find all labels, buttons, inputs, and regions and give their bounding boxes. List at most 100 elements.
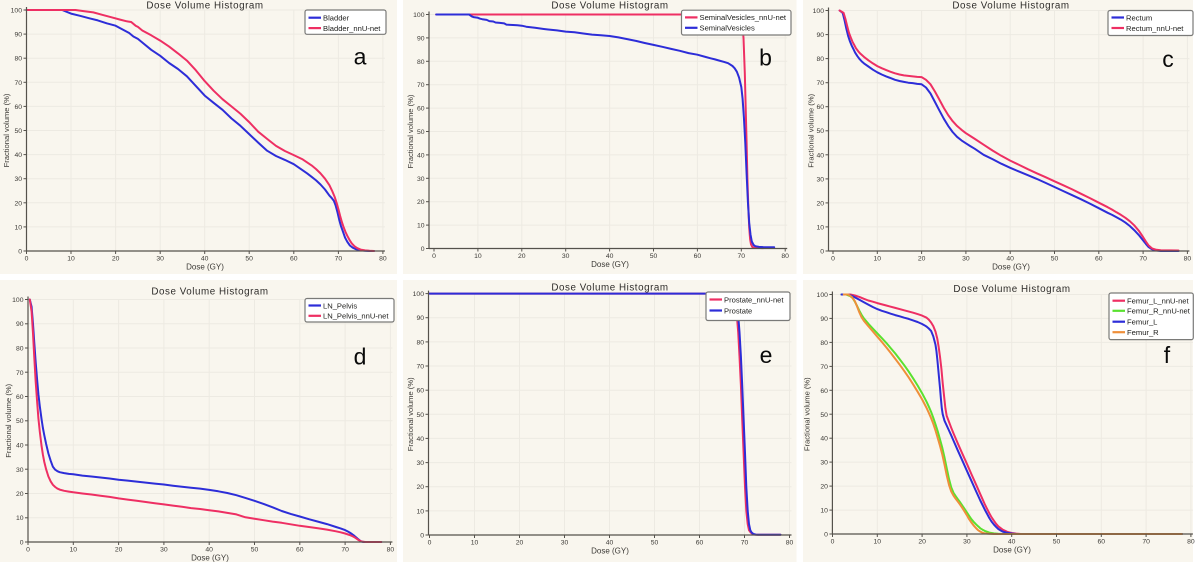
svg-text:Fractional volume (%): Fractional volume (%) <box>406 94 415 168</box>
svg-text:60: 60 <box>694 253 702 260</box>
svg-text:30: 30 <box>156 256 164 263</box>
svg-text:70: 70 <box>416 364 424 371</box>
svg-text:0: 0 <box>820 249 824 256</box>
svg-text:10: 10 <box>820 508 828 515</box>
svg-text:80: 80 <box>1187 539 1195 546</box>
svg-text:10: 10 <box>874 539 882 546</box>
svg-text:80: 80 <box>14 56 22 63</box>
svg-text:Dose Volume Histogram: Dose Volume Histogram <box>551 283 668 294</box>
svg-text:70: 70 <box>341 547 349 554</box>
svg-text:100: 100 <box>413 291 425 298</box>
svg-text:Femur_R_nnU-net: Femur_R_nnU-net <box>1127 307 1191 316</box>
svg-text:80: 80 <box>417 59 425 66</box>
svg-text:100: 100 <box>413 12 425 19</box>
svg-text:20: 20 <box>416 484 424 491</box>
svg-text:SeminalVesicles: SeminalVesicles <box>700 24 755 33</box>
svg-text:60: 60 <box>1095 256 1103 263</box>
svg-text:40: 40 <box>1008 539 1016 546</box>
svg-text:50: 50 <box>16 418 24 425</box>
svg-text:10: 10 <box>416 508 424 515</box>
svg-text:c: c <box>1162 46 1174 72</box>
svg-text:60: 60 <box>16 394 24 401</box>
svg-text:20: 20 <box>516 540 524 547</box>
svg-text:Dose (GY): Dose (GY) <box>591 260 629 269</box>
svg-text:0: 0 <box>20 540 24 547</box>
svg-text:50: 50 <box>1053 539 1061 546</box>
svg-text:70: 70 <box>816 80 824 87</box>
svg-text:0: 0 <box>831 256 835 263</box>
svg-text:0: 0 <box>428 540 432 547</box>
svg-text:Prostate: Prostate <box>724 306 752 315</box>
svg-text:80: 80 <box>1184 256 1192 263</box>
svg-text:Femur_L_nnU-net: Femur_L_nnU-net <box>1127 297 1190 306</box>
svg-text:50: 50 <box>417 129 425 136</box>
svg-text:70: 70 <box>820 364 828 371</box>
svg-text:50: 50 <box>651 540 659 547</box>
svg-text:50: 50 <box>14 128 22 135</box>
svg-text:0: 0 <box>26 547 30 554</box>
svg-text:30: 30 <box>561 540 569 547</box>
svg-text:10: 10 <box>471 540 479 547</box>
svg-text:a: a <box>354 44 367 70</box>
svg-text:100: 100 <box>813 8 825 15</box>
svg-text:60: 60 <box>290 256 298 263</box>
svg-text:80: 80 <box>387 547 395 554</box>
svg-text:70: 70 <box>417 82 425 89</box>
svg-text:50: 50 <box>251 547 259 554</box>
svg-text:70: 70 <box>738 253 746 260</box>
svg-text:30: 30 <box>14 176 22 183</box>
svg-text:30: 30 <box>562 253 570 260</box>
svg-text:10: 10 <box>16 515 24 522</box>
svg-text:40: 40 <box>416 436 424 443</box>
svg-text:SeminalVesicles_nnU-net: SeminalVesicles_nnU-net <box>700 13 787 22</box>
svg-text:30: 30 <box>962 256 970 263</box>
svg-text:40: 40 <box>606 253 614 260</box>
svg-text:40: 40 <box>205 547 213 554</box>
svg-text:Dose (GY): Dose (GY) <box>591 547 629 556</box>
svg-text:90: 90 <box>14 32 22 39</box>
svg-text:60: 60 <box>820 388 828 395</box>
svg-text:90: 90 <box>417 35 425 42</box>
svg-text:10: 10 <box>474 253 482 260</box>
svg-text:30: 30 <box>963 539 971 546</box>
svg-text:f: f <box>1164 342 1171 368</box>
svg-text:10: 10 <box>14 224 22 231</box>
svg-text:20: 20 <box>820 484 828 491</box>
svg-text:Dose (GY): Dose (GY) <box>186 263 224 272</box>
svg-text:30: 30 <box>820 460 828 467</box>
svg-text:e: e <box>760 342 773 368</box>
svg-text:0: 0 <box>25 256 29 263</box>
svg-text:LN_Pelvis: LN_Pelvis <box>323 301 357 310</box>
svg-text:Dose Volume Histogram: Dose Volume Histogram <box>151 287 268 298</box>
svg-text:Dose (GY): Dose (GY) <box>993 546 1031 555</box>
svg-text:90: 90 <box>820 316 828 323</box>
svg-text:Dose Volume Histogram: Dose Volume Histogram <box>953 284 1070 295</box>
svg-text:20: 20 <box>16 491 24 498</box>
svg-text:80: 80 <box>786 540 794 547</box>
svg-text:40: 40 <box>1006 256 1014 263</box>
svg-text:Femur_L: Femur_L <box>1127 318 1157 327</box>
svg-text:0: 0 <box>421 246 425 253</box>
svg-text:0: 0 <box>432 253 436 260</box>
svg-text:0: 0 <box>18 249 22 256</box>
svg-text:Dose (GY): Dose (GY) <box>992 263 1030 272</box>
svg-text:40: 40 <box>606 540 614 547</box>
svg-text:60: 60 <box>296 547 304 554</box>
svg-text:10: 10 <box>67 256 75 263</box>
svg-text:30: 30 <box>816 176 824 183</box>
svg-text:0: 0 <box>824 532 828 539</box>
svg-text:Bladder_nnU-net: Bladder_nnU-net <box>323 24 381 33</box>
svg-text:30: 30 <box>160 547 168 554</box>
svg-text:10: 10 <box>417 223 425 230</box>
svg-text:20: 20 <box>112 256 120 263</box>
svg-text:80: 80 <box>781 253 789 260</box>
svg-text:50: 50 <box>416 412 424 419</box>
svg-text:90: 90 <box>16 321 24 328</box>
svg-text:50: 50 <box>1051 256 1059 263</box>
svg-text:Prostate_nnU-net: Prostate_nnU-net <box>724 295 784 304</box>
svg-text:40: 40 <box>820 436 828 443</box>
svg-text:10: 10 <box>816 224 824 231</box>
svg-text:20: 20 <box>518 253 526 260</box>
svg-text:Dose (GY): Dose (GY) <box>191 554 229 563</box>
svg-text:40: 40 <box>816 152 824 159</box>
